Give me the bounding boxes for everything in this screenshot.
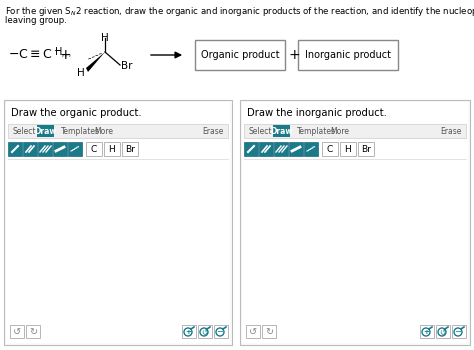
Bar [4, 100, 232, 345]
Text: ↺: ↺ [13, 327, 21, 336]
Bar [8, 124, 228, 138]
Bar [37, 125, 54, 137]
Text: C: C [91, 145, 97, 154]
Text: Erase: Erase [441, 126, 462, 135]
Bar [420, 325, 434, 338]
Text: H: H [109, 145, 115, 154]
Text: Draw the organic product.: Draw the organic product. [11, 108, 142, 118]
Text: Templates: Templates [61, 126, 100, 135]
Bar [304, 142, 318, 156]
Bar [358, 142, 374, 156]
Text: Br: Br [121, 61, 133, 71]
Bar [195, 40, 285, 70]
Text: −: − [455, 328, 462, 336]
Text: Inorganic product: Inorganic product [305, 50, 391, 60]
Bar [8, 142, 22, 156]
Bar [246, 325, 260, 338]
Bar [122, 142, 138, 156]
Bar [242, 102, 468, 343]
Text: +: + [60, 48, 72, 62]
Text: For the given S$_N$2 reaction, draw the organic and inorganic products of the re: For the given S$_N$2 reaction, draw the … [5, 5, 474, 18]
Text: +: + [423, 329, 429, 335]
Bar [26, 325, 40, 338]
Text: Select: Select [249, 126, 273, 135]
Bar [452, 325, 466, 338]
Bar [274, 142, 288, 156]
Bar [240, 100, 470, 345]
Text: H: H [101, 33, 109, 43]
Bar [244, 142, 258, 156]
Text: ↺: ↺ [249, 327, 257, 336]
Text: ↺: ↺ [439, 328, 445, 337]
Text: Erase: Erase [202, 126, 224, 135]
Text: ↺: ↺ [201, 328, 207, 337]
Text: Draw: Draw [34, 126, 57, 135]
Bar [340, 142, 356, 156]
Bar [23, 142, 37, 156]
Bar [214, 325, 228, 338]
Bar [244, 124, 466, 138]
Text: Br: Br [361, 145, 371, 154]
Text: Select: Select [13, 126, 36, 135]
Text: H: H [345, 145, 351, 154]
Bar [104, 142, 120, 156]
Bar [198, 325, 212, 338]
Text: H$_{\mathit{,,,}}$: H$_{\mathit{,,,}}$ [54, 46, 72, 61]
Text: More: More [94, 126, 113, 135]
Text: Organic product: Organic product [201, 50, 279, 60]
Text: $-$C$\equiv$C$^-$: $-$C$\equiv$C$^-$ [8, 49, 62, 62]
Text: Draw: Draw [270, 126, 292, 135]
Bar [273, 125, 290, 137]
Text: Draw the inorganic product.: Draw the inorganic product. [247, 108, 387, 118]
Text: Br: Br [125, 145, 135, 154]
Polygon shape [86, 52, 105, 72]
Bar [182, 325, 196, 338]
Text: −: − [217, 328, 224, 336]
Bar [68, 142, 82, 156]
Bar [38, 142, 52, 156]
Text: C: C [327, 145, 333, 154]
Text: H: H [77, 68, 85, 78]
Bar [262, 325, 276, 338]
Text: leaving group.: leaving group. [5, 16, 67, 25]
Text: ↻: ↻ [29, 327, 37, 336]
Text: +: + [289, 48, 301, 62]
Bar [86, 142, 102, 156]
Bar [322, 142, 338, 156]
Bar [289, 142, 303, 156]
Bar [10, 325, 24, 338]
Text: More: More [330, 126, 349, 135]
Text: +: + [185, 329, 191, 335]
Text: ↻: ↻ [265, 327, 273, 336]
Bar [259, 142, 273, 156]
Bar [53, 142, 67, 156]
Bar [436, 325, 450, 338]
Bar [298, 40, 398, 70]
Text: Templates: Templates [297, 126, 336, 135]
Bar [6, 102, 230, 343]
